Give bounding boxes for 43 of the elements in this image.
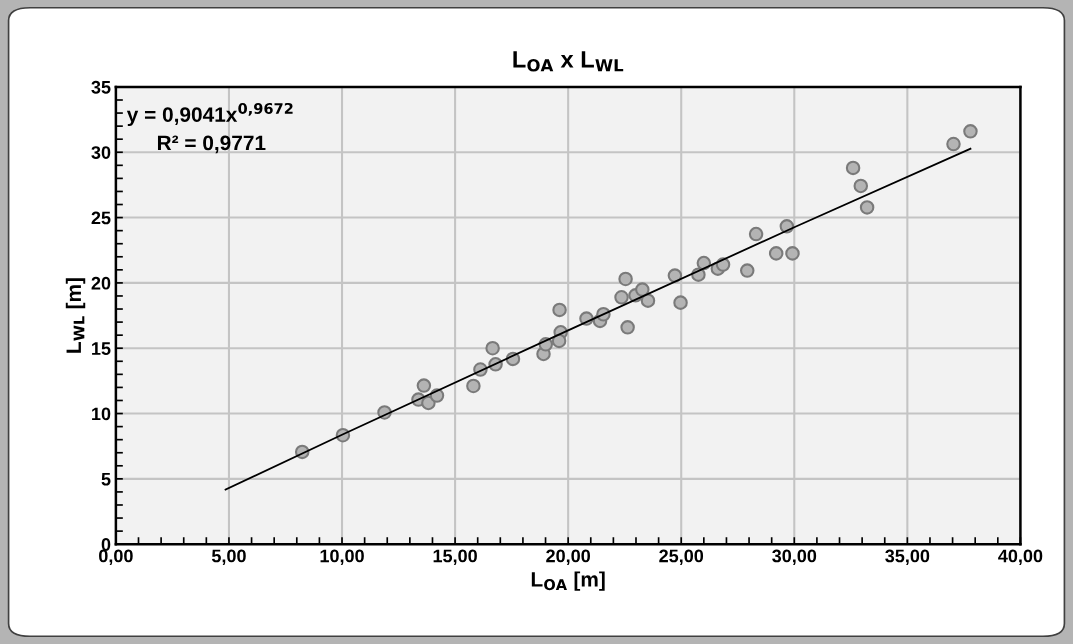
x-tick-label: 0,00 xyxy=(99,549,133,565)
point xyxy=(946,136,961,152)
point xyxy=(620,320,635,335)
x-tick-label: 30,00 xyxy=(772,549,817,565)
point xyxy=(963,124,978,139)
point xyxy=(845,160,861,176)
x-tick-label: 20,00 xyxy=(546,549,591,565)
y-tick-label: 15 xyxy=(92,342,111,355)
x-tick-label: 15,00 xyxy=(433,549,477,565)
y-tick-label: 0 xyxy=(101,538,111,551)
y-tick-label: 30 xyxy=(91,146,111,160)
y-tick-label: 5 xyxy=(101,472,111,486)
y-tick-label: 35 xyxy=(91,80,111,94)
point xyxy=(635,282,650,297)
x-tick-label: 10,00 xyxy=(320,549,364,565)
point xyxy=(673,295,688,310)
point xyxy=(416,378,432,393)
annotation: y = 0,9041x$^{0,9672}$ xyxy=(126,102,293,127)
x-tick-label: 35,00 xyxy=(885,549,930,565)
point xyxy=(618,271,633,287)
y-tick-label: 25 xyxy=(91,211,111,225)
point xyxy=(667,268,683,283)
y-axis-title: L$_{WL}$ [m] xyxy=(65,278,86,353)
point xyxy=(740,263,755,278)
x-tick-label: 25,00 xyxy=(659,549,704,565)
point xyxy=(614,290,629,305)
point xyxy=(853,178,869,194)
point xyxy=(552,302,567,318)
x-tick-label: 40,00 xyxy=(998,549,1043,565)
x-tick-label: 5,00 xyxy=(211,549,246,565)
point xyxy=(785,246,800,261)
point xyxy=(748,226,764,242)
chart-title: L$_{OA}$ x L$_{WL}$ xyxy=(513,51,624,72)
point xyxy=(768,246,784,261)
y-tick-label: 20 xyxy=(91,276,111,290)
y-tick-label: 10 xyxy=(92,407,111,421)
annotation: R² = 0,9771 xyxy=(157,135,266,154)
x-axis-title: L$_{OA}$ [m] xyxy=(531,571,605,591)
point xyxy=(485,340,500,356)
point xyxy=(551,333,567,349)
point xyxy=(640,293,656,308)
point xyxy=(859,200,875,215)
point xyxy=(466,378,481,394)
